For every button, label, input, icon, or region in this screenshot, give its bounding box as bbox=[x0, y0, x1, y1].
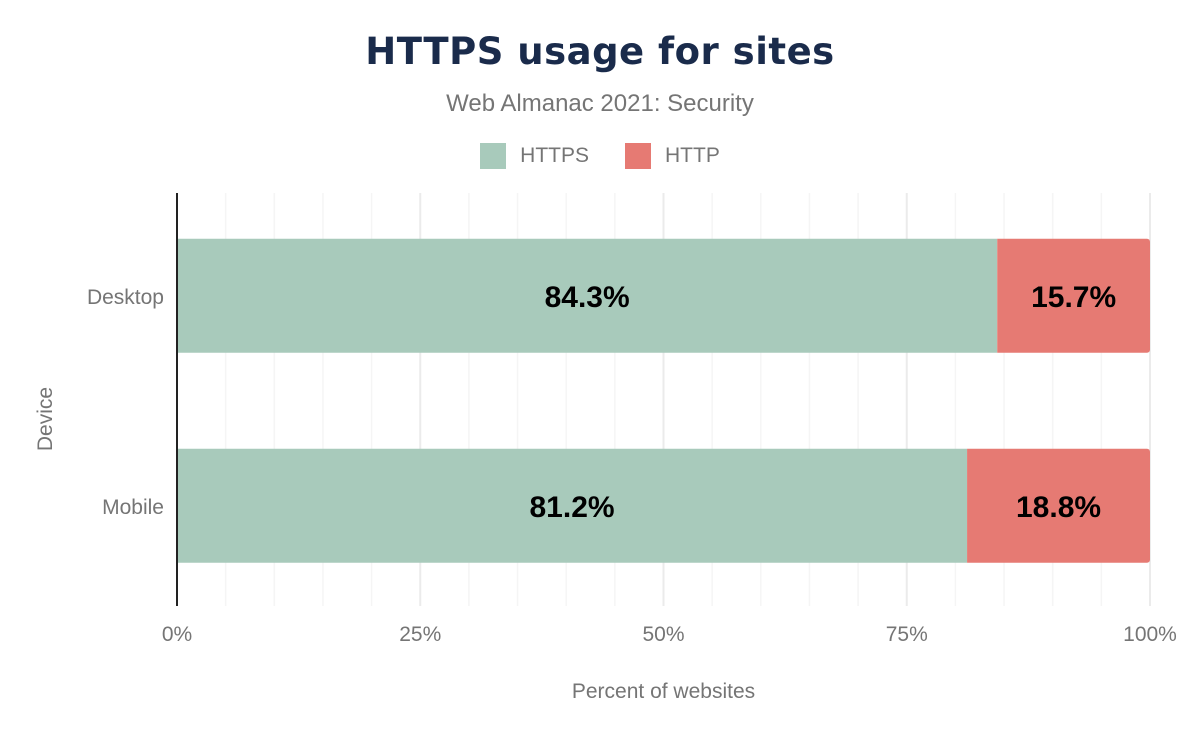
legend-label-http: HTTP bbox=[665, 144, 720, 167]
bar-http-mobile bbox=[967, 448, 1150, 563]
x-tick-label: 25% bbox=[399, 623, 441, 646]
chart-subtitle: Web Almanac 2021: Security bbox=[446, 90, 754, 117]
data-label: 84.3% bbox=[545, 281, 630, 314]
bar-http-desktop bbox=[997, 238, 1150, 353]
y-tick-label: Mobile bbox=[102, 496, 164, 519]
legend-item-http[interactable]: HTTP bbox=[625, 143, 720, 169]
bar-https-mobile bbox=[177, 448, 968, 563]
x-tick-label: 0% bbox=[162, 623, 192, 646]
legend: HTTPS HTTP bbox=[0, 143, 1200, 169]
x-tick-label: 50% bbox=[642, 623, 684, 646]
data-label: 15.7% bbox=[1031, 281, 1116, 314]
x-tick-label: 100% bbox=[1123, 623, 1177, 646]
chart-title: HTTPS usage for sites bbox=[365, 30, 835, 73]
x-axis-title: Percent of websites bbox=[572, 680, 755, 703]
legend-swatch-https bbox=[480, 143, 507, 169]
y-tick-label: Desktop bbox=[87, 286, 164, 309]
data-label: 18.8% bbox=[1016, 491, 1101, 524]
legend-swatch-http bbox=[625, 143, 651, 169]
legend-item-https[interactable]: HTTPS bbox=[480, 143, 589, 169]
data-label: 81.2% bbox=[529, 491, 614, 524]
x-tick-label: 75% bbox=[886, 623, 928, 646]
bar-https-desktop bbox=[177, 238, 998, 353]
y-axis-title: Device bbox=[34, 387, 57, 451]
legend-label-https: HTTPS bbox=[520, 144, 589, 167]
